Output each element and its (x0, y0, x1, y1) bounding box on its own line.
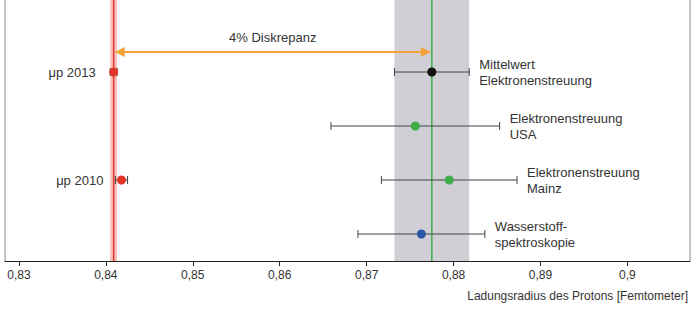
svg-text:spektroskopie: spektroskopie (495, 235, 575, 250)
svg-text:0,87: 0,87 (355, 268, 379, 282)
svg-text:Elektronenstreuung: Elektronenstreuung (527, 165, 640, 180)
svg-text:μp 2010: μp 2010 (56, 173, 103, 188)
svg-text:USA: USA (510, 127, 537, 142)
svg-text:0,86: 0,86 (268, 268, 292, 282)
svg-text:Elektronenstreuung: Elektronenstreuung (510, 111, 623, 126)
svg-text:0,83: 0,83 (7, 268, 31, 282)
svg-text:0,9: 0,9 (619, 268, 636, 282)
svg-text:Mainz: Mainz (527, 181, 562, 196)
svg-text:Ladungsradius des Protons [Fem: Ladungsradius des Protons [Femtometer] (467, 289, 688, 303)
svg-text:0,89: 0,89 (529, 268, 553, 282)
svg-text:Mittelwert: Mittelwert (479, 57, 535, 72)
svg-text:4% Diskrepanz: 4% Diskrepanz (229, 30, 316, 45)
svg-text:0,88: 0,88 (442, 268, 466, 282)
svg-text:0,84: 0,84 (94, 268, 118, 282)
svg-text:0,85: 0,85 (181, 268, 205, 282)
svg-text:μp 2013: μp 2013 (48, 65, 95, 80)
svg-text:Wasserstoff-: Wasserstoff- (495, 219, 567, 234)
svg-text:Elektronenstreuung: Elektronenstreuung (479, 73, 592, 88)
